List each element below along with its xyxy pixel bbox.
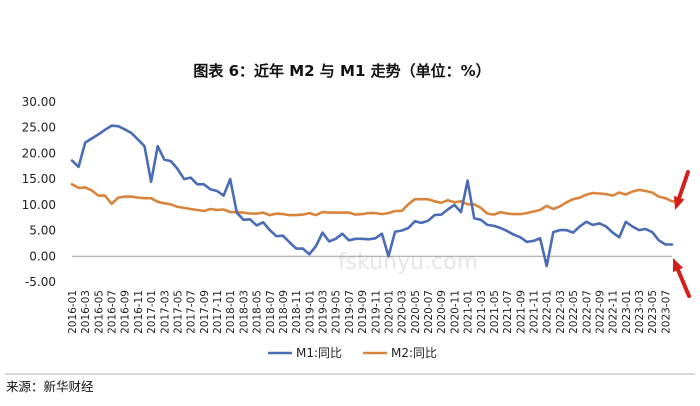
x-tick-label: 2018-09 bbox=[278, 290, 290, 334]
x-tick-label: 2019-09 bbox=[357, 290, 369, 334]
series-line-m1 bbox=[70, 124, 674, 268]
source-note: 来源：新华财经 bbox=[6, 379, 94, 394]
x-tick-label: 2021-07 bbox=[502, 290, 514, 334]
x-tick-label: 2022-03 bbox=[555, 290, 567, 334]
x-tick-label: 2018-07 bbox=[265, 290, 277, 334]
y-tick-label: 5.00 bbox=[29, 224, 56, 238]
x-tick-label: 2017-03 bbox=[159, 290, 171, 334]
x-tick-label: 2019-03 bbox=[318, 290, 330, 334]
x-tick-label: 2023-07 bbox=[660, 290, 672, 334]
x-tick-label: 2019-05 bbox=[331, 290, 343, 334]
x-tick-label: 2022-09 bbox=[594, 290, 606, 334]
x-tick-label: 2017-07 bbox=[186, 290, 198, 334]
red-arrow-m2-head bbox=[674, 195, 685, 210]
x-tick-label: 2017-01 bbox=[146, 290, 158, 334]
x-tick-label: 2022-07 bbox=[581, 290, 593, 334]
x-tick-label: 2018-05 bbox=[252, 290, 264, 334]
watermark-text: fskunyu.com bbox=[338, 250, 478, 275]
x-tick-label: 2019-07 bbox=[344, 290, 356, 334]
y-tick-label: -5.00 bbox=[25, 275, 56, 289]
x-tick-label: 2021-01 bbox=[463, 290, 475, 334]
x-tick-label: 2016-05 bbox=[93, 290, 105, 334]
x-tick-label: 2017-05 bbox=[172, 290, 184, 334]
x-tick-label: 2018-11 bbox=[291, 290, 303, 334]
x-tick-label: 2021-11 bbox=[529, 290, 541, 334]
red-arrow-m1-shaft bbox=[676, 267, 691, 298]
chart-title: 图表 6：近年 M2 与 M1 走势（单位：%） bbox=[193, 62, 490, 80]
x-tick-label: 2020-07 bbox=[423, 290, 435, 334]
series-line-m2 bbox=[70, 183, 680, 217]
y-tick-label: 30.00 bbox=[22, 95, 56, 109]
x-tick-label: 2023-05 bbox=[647, 290, 659, 334]
x-tick-label: 2018-03 bbox=[238, 290, 250, 334]
x-tick-label: 2016-03 bbox=[80, 290, 92, 334]
y-tick-label: 10.00 bbox=[22, 198, 56, 212]
legend-label-m1: M1:同比 bbox=[296, 346, 342, 360]
x-tick-label: 2022-11 bbox=[608, 290, 620, 334]
red-arrow-m2-shaft bbox=[677, 170, 690, 200]
red-arrow-m1-head bbox=[672, 258, 684, 273]
x-tick-label: 2016-01 bbox=[67, 290, 79, 334]
x-tick-label: 2022-01 bbox=[542, 290, 554, 334]
x-tick-label: 2019-11 bbox=[370, 290, 382, 334]
x-tick-label: 2019-01 bbox=[304, 290, 316, 334]
x-tick-label: 2020-09 bbox=[436, 290, 448, 334]
x-tick-label: 2020-11 bbox=[449, 290, 461, 334]
x-tick-label: 2016-07 bbox=[107, 290, 119, 334]
x-tick-label: 2021-09 bbox=[515, 290, 527, 334]
x-tick-label: 2023-01 bbox=[621, 290, 633, 334]
y-tick-label: 20.00 bbox=[22, 146, 56, 160]
y-tick-label: 15.00 bbox=[22, 172, 56, 186]
x-tick-label: 2018-01 bbox=[225, 290, 237, 334]
x-tick-label: 2020-03 bbox=[397, 290, 409, 334]
y-tick-label: 0.00 bbox=[29, 249, 56, 263]
x-tick-label: 2023-03 bbox=[634, 290, 646, 334]
x-tick-label: 2020-01 bbox=[383, 290, 395, 334]
x-tick-label: 2021-03 bbox=[476, 290, 488, 334]
x-tick-label: 2016-11 bbox=[133, 290, 145, 334]
x-tick-label: 2020-05 bbox=[410, 290, 422, 334]
y-tick-label: 25.00 bbox=[22, 121, 56, 135]
x-tick-label: 2016-09 bbox=[120, 290, 132, 334]
legend-label-m2: M2:同比 bbox=[391, 346, 437, 360]
x-tick-label: 2021-05 bbox=[489, 290, 501, 334]
x-tick-label: 2017-09 bbox=[199, 290, 211, 334]
x-tick-label: 2022-05 bbox=[568, 290, 580, 334]
x-tick-label: 2017-11 bbox=[212, 290, 224, 334]
